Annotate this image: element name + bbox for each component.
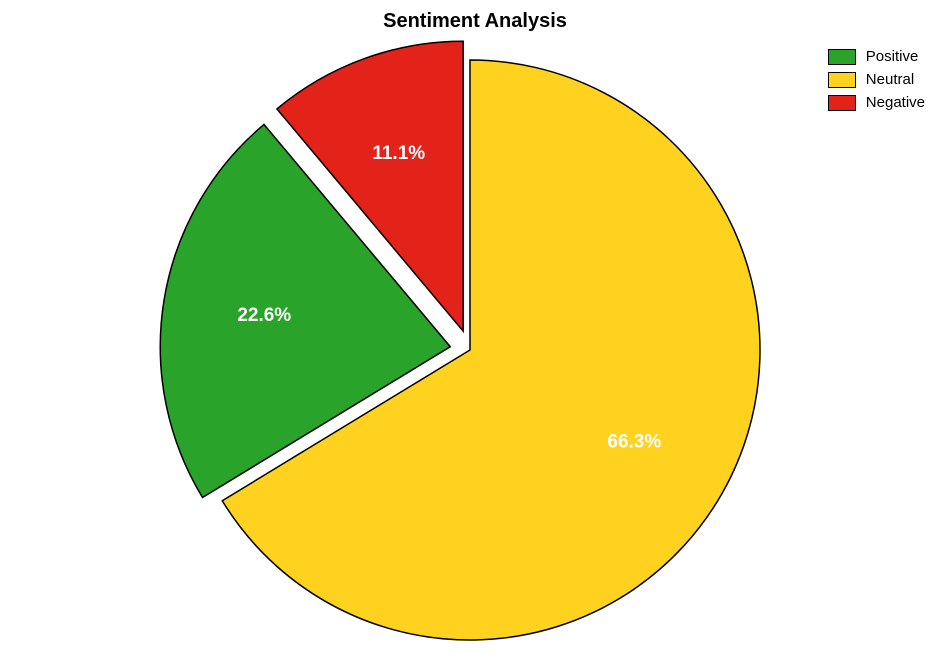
pie-svg: 66.3% 22.6% 11.1%	[0, 0, 950, 662]
legend-item-neutral: Neutral	[828, 71, 925, 88]
legend-label-negative: Negative	[866, 94, 925, 111]
legend-swatch-neutral	[828, 72, 856, 88]
legend-label-positive: Positive	[866, 48, 919, 65]
legend-item-negative: Negative	[828, 94, 925, 111]
pie-label-negative: 11.1%	[372, 143, 425, 164]
pie-label-neutral: 66.3%	[607, 431, 661, 452]
legend-item-positive: Positive	[828, 48, 925, 65]
legend-swatch-positive	[828, 49, 856, 65]
pie-chart-container: Sentiment Analysis 66.3%22.6%11.1% Posit…	[0, 0, 950, 662]
legend-label-neutral: Neutral	[866, 71, 914, 88]
pie-label-positive: 22.6%	[237, 305, 291, 326]
legend: Positive Neutral Negative	[828, 48, 925, 117]
legend-swatch-negative	[828, 95, 856, 111]
